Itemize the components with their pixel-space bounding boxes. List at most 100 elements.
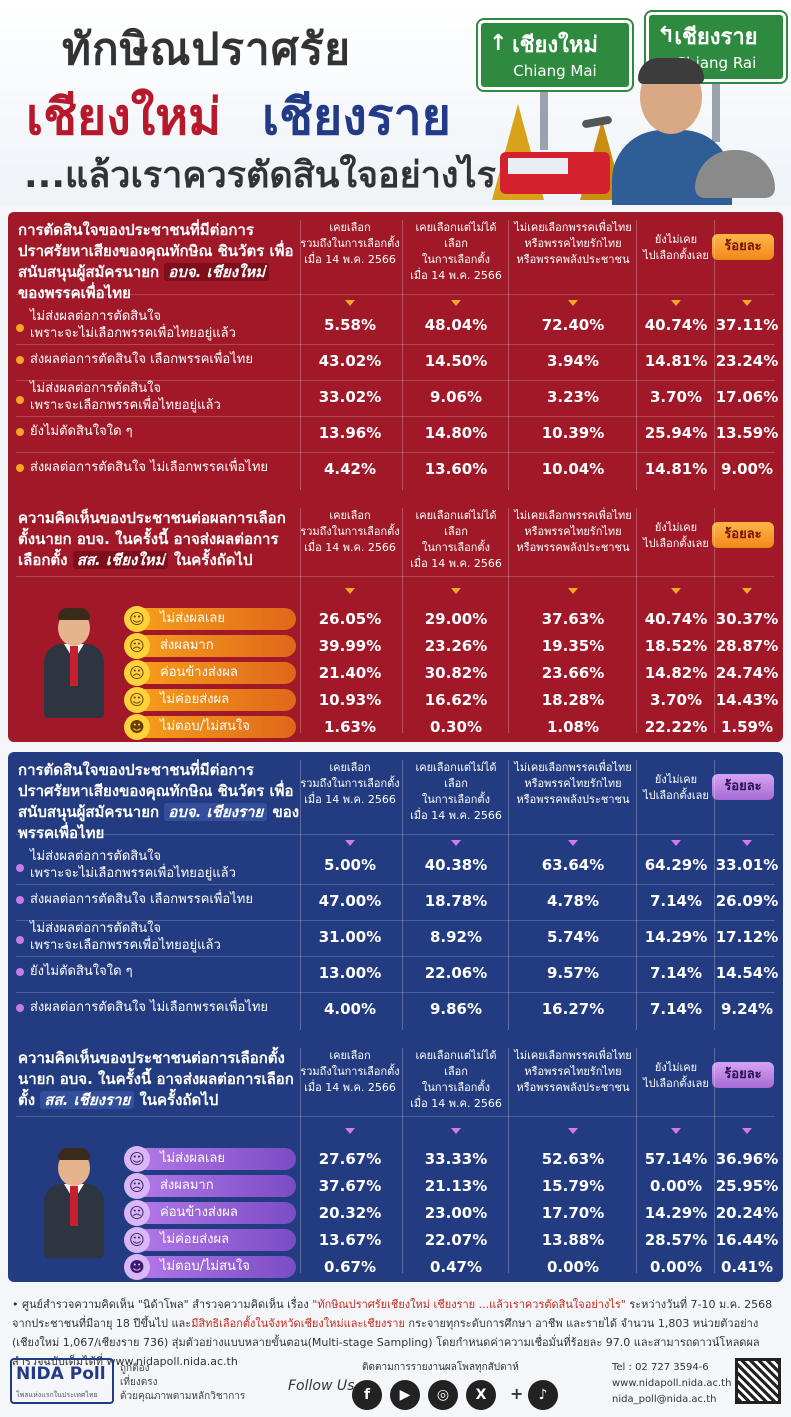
highlight-province: สส. เชียงราย xyxy=(40,1091,135,1109)
cell-value: 4.00% xyxy=(323,1000,377,1018)
answer-label-pill: ☹ ค่อนข้างส่งผล xyxy=(124,1200,296,1226)
cell-value: 37.11% xyxy=(715,316,779,334)
table-row: ส่งผลต่อการตัดสินใจ เลือกพรรคเพื่อไทย 47.… xyxy=(8,888,783,924)
cell-value: 25.95% xyxy=(715,1177,779,1195)
column-header-2: เคยเลือกแต่ไม่ได้เลือก ในการเลือกตั้ง เมื่… xyxy=(410,221,502,282)
cell-value: 14.80% xyxy=(424,424,488,442)
column-divider xyxy=(402,508,403,733)
column-header-1: เคยเลือก รวมถึงในการเลือกตั้ง เมื่อ 14 พ.ค… xyxy=(300,509,400,554)
cell-value: 22.06% xyxy=(424,964,488,982)
facebook-icon[interactable]: f xyxy=(352,1380,382,1410)
column-divider xyxy=(402,760,403,1030)
answer-label: ไม่ค่อยส่งผล xyxy=(160,1232,230,1247)
face-icon: ☹ xyxy=(124,660,150,686)
cell-value: 72.40% xyxy=(541,316,605,334)
cell-value: 26.05% xyxy=(318,610,382,628)
triangle-down-icon xyxy=(568,840,578,846)
tagline-1: ถูกต้อง xyxy=(120,1363,150,1374)
cell-value: 25.94% xyxy=(644,424,708,442)
triangle-down-icon xyxy=(345,840,355,846)
cell-value: 0.67% xyxy=(323,1258,377,1276)
column-divider xyxy=(508,1048,509,1273)
answer-row: ☺ ไม่ค่อยส่งผล 13.67% 22.07% 13.88% 28.57% 16.… xyxy=(8,1227,783,1256)
cell-value: 14.82% xyxy=(644,664,708,682)
cell-value: 23.00% xyxy=(424,1204,488,1222)
row-label: ส่งผลต่อการตัดสินใจ ไม่เลือกพรรคเพื่อไทย xyxy=(30,1000,269,1015)
face-icon: ☹ xyxy=(124,1200,150,1226)
column-divider xyxy=(714,1048,715,1273)
cell-value: 7.14% xyxy=(649,892,703,910)
face-icon: ☺ xyxy=(124,1146,150,1172)
percent-pill: ร้อยละ xyxy=(712,522,774,548)
x-twitter-icon[interactable]: X xyxy=(466,1380,496,1410)
cell-value: 16.62% xyxy=(424,691,488,709)
answer-label-pill: ☹ ค่อนข้างส่งผล xyxy=(124,660,296,686)
cell-value: 40.38% xyxy=(424,856,488,874)
instagram-icon[interactable]: ◎ xyxy=(428,1380,458,1410)
cell-value: 24.74% xyxy=(715,664,779,682)
column-header-3: ไม่เคยเลือกพรรคเพื่อไทย หรือพรรคไทยรักไทย… xyxy=(514,1049,632,1094)
column-header-3: ไม่เคยเลือกพรรคเพื่อไทย หรือพรรคไทยรักไทย… xyxy=(514,761,632,806)
songthaew-truck-illustration xyxy=(500,152,610,194)
triangle-down-icon xyxy=(451,840,461,846)
header-divider xyxy=(16,294,775,295)
contact-info: Tel : 02 727 3594-6 www.nidapoll.nida.ac… xyxy=(612,1360,731,1408)
row-label: ส่งผลต่อการตัดสินใจ ไม่เลือกพรรคเพื่อไทย xyxy=(30,460,269,475)
youtube-icon[interactable]: ▶ xyxy=(390,1380,420,1410)
header-divider xyxy=(16,834,775,835)
table-row: ไม่ส่งผลต่อการตัดสินใจ เพราะจะเลือกพรรคเพ… xyxy=(8,921,783,960)
table-row: ไม่ส่งผลต่อการตัดสินใจ เพราะจะเลือกพรรคเพ… xyxy=(8,381,783,420)
contact-website[interactable]: www.nidapoll.nida.ac.th xyxy=(612,1378,732,1389)
answer-label: ส่งผลมาก xyxy=(160,638,214,653)
answer-label-pill: ☹ ส่งผลมาก xyxy=(124,633,296,659)
cell-value: 10.93% xyxy=(318,691,382,709)
sign-chiangmai-en: Chiang Mai xyxy=(513,62,597,80)
cell-value: 0.00% xyxy=(546,1258,600,1276)
answer-label: ไม่ตอบ/ไม่สนใจ xyxy=(160,719,250,734)
cell-value: 16.27% xyxy=(541,1000,605,1018)
cell-value: 21.40% xyxy=(318,664,382,682)
row-label: ยังไม่ตัดสินใจใด ๆ xyxy=(30,964,133,979)
answer-label: ไม่ส่งผลเลย xyxy=(160,611,225,626)
cell-value: 52.63% xyxy=(541,1150,605,1168)
cell-value: 13.88% xyxy=(541,1231,605,1249)
qr-code[interactable] xyxy=(735,1358,781,1404)
businessman-pointing-illustration xyxy=(34,1148,114,1260)
contact-email[interactable]: nida_poll@nida.ac.th xyxy=(612,1394,717,1405)
cell-value: 36.96% xyxy=(715,1150,779,1168)
column-header-4: ยังไม่เคย ไปเลือกตั้งเลย xyxy=(643,1061,709,1090)
table-row: ส่งผลต่อการตัดสินใจ ไม่เลือกพรรคเพื่อไทย… xyxy=(8,456,783,492)
triangle-down-icon xyxy=(671,840,681,846)
cell-value: 30.37% xyxy=(715,610,779,628)
cell-value: 22.07% xyxy=(424,1231,488,1249)
sign-chiangrai-th: เชียงราย xyxy=(674,25,758,50)
follow-us-label: Follow Us xyxy=(288,1378,355,1394)
cell-value: 48.04% xyxy=(424,316,488,334)
row-label: ไม่ส่งผลต่อการตัดสินใจ เพราะจะเลือกพรรคเพ… xyxy=(30,921,221,953)
question-text: การตัดสินใจของประชาชนที่มีต่อการปราศรัยห… xyxy=(18,221,294,302)
column-header-2: เคยเลือกแต่ไม่ได้เลือก ในการเลือกตั้ง เมื่… xyxy=(410,509,502,570)
column-divider xyxy=(508,760,509,1030)
cell-value: 3.70% xyxy=(649,691,703,709)
cell-value: 21.13% xyxy=(424,1177,488,1195)
triangle-down-icon xyxy=(742,300,752,306)
cell-value: 40.74% xyxy=(644,316,708,334)
column-divider xyxy=(402,220,403,490)
column-header-4: ยังไม่เคย ไปเลือกตั้งเลย xyxy=(643,773,709,802)
answer-label: ค่อนข้างส่งผล xyxy=(160,665,238,680)
header-divider xyxy=(16,576,775,577)
title-line3: ...แล้วเราควรตัดสินใจอย่างไร xyxy=(24,155,496,196)
sign-pole xyxy=(540,90,548,150)
column-divider xyxy=(636,1048,637,1273)
cell-value: 0.00% xyxy=(649,1177,703,1195)
tiktok-icon[interactable]: ♪ xyxy=(528,1380,558,1410)
cell-value: 18.28% xyxy=(541,691,605,709)
column-header-4: ยังไม่เคย ไปเลือกตั้งเลย xyxy=(643,233,709,262)
man-tie xyxy=(70,646,78,686)
cell-value: 18.52% xyxy=(644,637,708,655)
cell-value: 13.96% xyxy=(318,424,382,442)
follow-caption: ติดตามการรายงานผลโพลทุกสัปดาห์ xyxy=(362,1362,519,1373)
cell-value: 0.00% xyxy=(649,1258,703,1276)
face-icon: ☹ xyxy=(124,1173,150,1199)
column-divider xyxy=(300,1048,301,1273)
